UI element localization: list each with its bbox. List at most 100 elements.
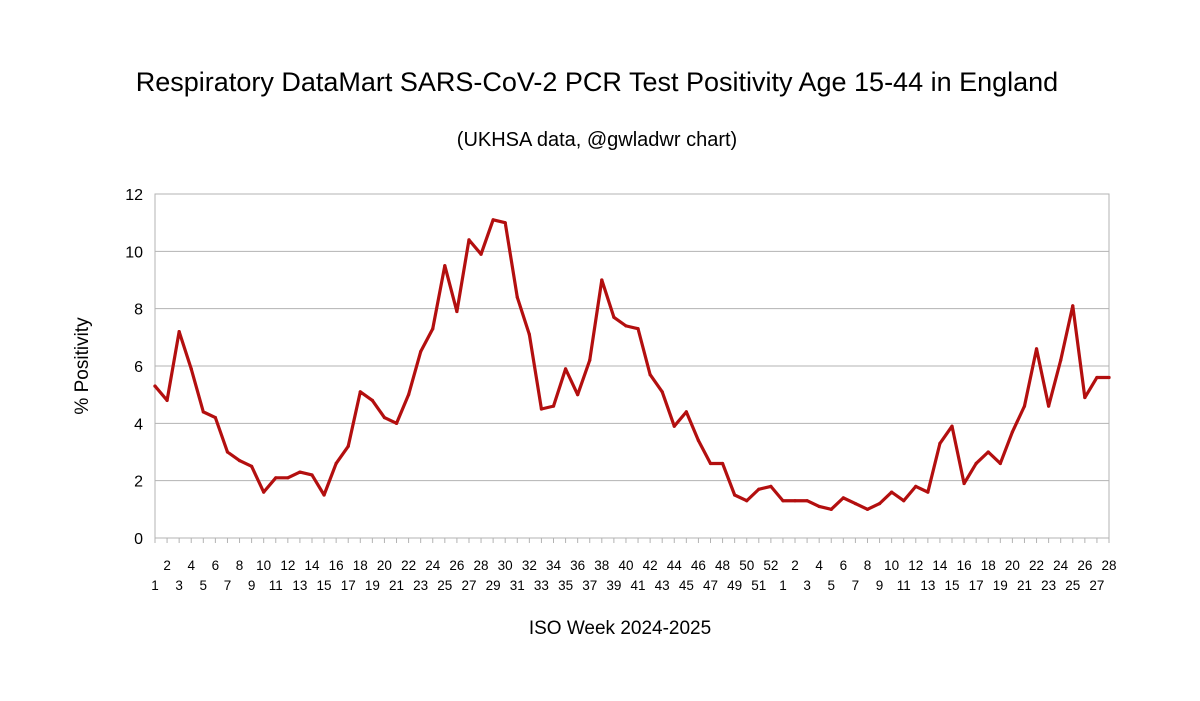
- y-tick-label: 0: [134, 531, 143, 548]
- x-tick-label: 29: [486, 578, 501, 593]
- data-point: [648, 373, 652, 377]
- data-point: [636, 327, 640, 331]
- x-tick-label: 40: [618, 558, 633, 573]
- chart-title: Respiratory DataMart SARS-CoV-2 PCR Test…: [136, 67, 1058, 97]
- data-point: [829, 507, 833, 511]
- data-point: [479, 252, 483, 256]
- data-point: [201, 410, 205, 414]
- plot-area-border: [154, 193, 1110, 539]
- data-point: [419, 350, 423, 354]
- data-point: [274, 476, 278, 480]
- x-tick-label: 5: [827, 578, 835, 593]
- data-point: [986, 450, 990, 454]
- y-tick-label: 12: [125, 187, 143, 204]
- data-point: [177, 330, 181, 334]
- x-tick-label: 18: [981, 558, 996, 573]
- data-point: [853, 502, 858, 506]
- x-tick-label: 11: [269, 578, 283, 593]
- data-point: [793, 499, 797, 503]
- x-tick-label: 26: [1077, 558, 1092, 573]
- x-tick-label: 22: [1029, 558, 1044, 573]
- data-point: [890, 490, 894, 494]
- x-tick-label: 5: [200, 578, 208, 593]
- data-point: [1034, 347, 1039, 351]
- x-tick-label: 15: [944, 578, 959, 593]
- data-point: [865, 507, 870, 511]
- x-tick-label: 42: [643, 558, 658, 573]
- data-point: [394, 421, 399, 425]
- x-tick-label: 21: [389, 578, 404, 593]
- data-point: [237, 459, 242, 463]
- x-tick-label: 38: [594, 558, 609, 573]
- x-tick-label: 32: [522, 558, 537, 573]
- data-point: [660, 390, 664, 394]
- data-point: [262, 490, 266, 494]
- data-point: [926, 490, 930, 494]
- y-tick-label: 8: [134, 302, 143, 319]
- data-point: [757, 487, 761, 491]
- x-tick-label: 17: [341, 578, 356, 593]
- x-tick-label: 14: [304, 558, 320, 573]
- data-point: [153, 384, 157, 388]
- data-point: [733, 493, 737, 497]
- data-point: [902, 499, 906, 503]
- data-point: [189, 367, 193, 371]
- x-tick-label: 11: [897, 578, 911, 593]
- x-tick-label: 23: [413, 578, 428, 593]
- data-point: [696, 438, 701, 443]
- data-point: [1059, 358, 1063, 362]
- x-tick-label: 4: [187, 558, 195, 573]
- x-tick-label: 25: [1065, 578, 1080, 593]
- x-tick-label: 14: [932, 558, 948, 573]
- x-tick-label: 26: [449, 558, 464, 573]
- data-point: [588, 358, 592, 362]
- x-tick-label: 16: [957, 558, 972, 573]
- data-point: [503, 221, 507, 225]
- data-point: [817, 504, 821, 509]
- x-tick-label: 24: [1053, 558, 1069, 573]
- data-point: [250, 464, 254, 468]
- x-tick-label: 27: [461, 578, 476, 593]
- data-point: [563, 367, 568, 371]
- x-tick-label: 46: [691, 558, 706, 573]
- x-tick-label: 23: [1041, 578, 1056, 593]
- data-point: [1022, 404, 1027, 408]
- data-point: [491, 218, 495, 222]
- x-tick-label: 2: [163, 558, 171, 573]
- x-tick-label: 12: [908, 558, 923, 573]
- data-point: [1047, 404, 1051, 408]
- x-tick-label: 10: [256, 558, 271, 573]
- data-point: [805, 499, 809, 503]
- y-tick-label: 10: [125, 244, 143, 261]
- data-point: [310, 473, 314, 477]
- x-tick-label: 50: [739, 558, 754, 573]
- x-tick-label: 24: [425, 558, 441, 573]
- x-axis-label: ISO Week 2024-2025: [529, 618, 711, 639]
- x-tick-label: 28: [474, 558, 489, 573]
- x-tick-label: 1: [779, 578, 787, 593]
- data-point: [382, 416, 387, 420]
- x-tick-label: 19: [365, 578, 380, 593]
- x-tick-label: 25: [437, 578, 452, 593]
- data-point: [781, 499, 785, 503]
- data-point: [322, 493, 326, 497]
- x-tick-label: 7: [852, 578, 860, 593]
- x-tick-label: 28: [1101, 558, 1116, 573]
- x-tick-label: 3: [175, 578, 183, 593]
- y-axis-label: % Positivity: [72, 317, 93, 415]
- x-tick-label: 13: [920, 578, 935, 593]
- x-tick-label: 4: [815, 558, 823, 573]
- data-point: [708, 461, 713, 466]
- x-tick-label: 9: [876, 578, 884, 593]
- x-tick-label: 7: [224, 578, 232, 593]
- x-tick-label: 43: [655, 578, 670, 593]
- y-tick-label: 2: [134, 474, 143, 491]
- x-tick-label: 51: [751, 578, 766, 593]
- x-tick-label: 44: [667, 558, 683, 573]
- x-tick-label: 48: [715, 558, 730, 573]
- data-point: [684, 410, 688, 414]
- data-point: [455, 309, 459, 314]
- data-point: [406, 393, 411, 397]
- x-tick-label: 9: [248, 578, 256, 593]
